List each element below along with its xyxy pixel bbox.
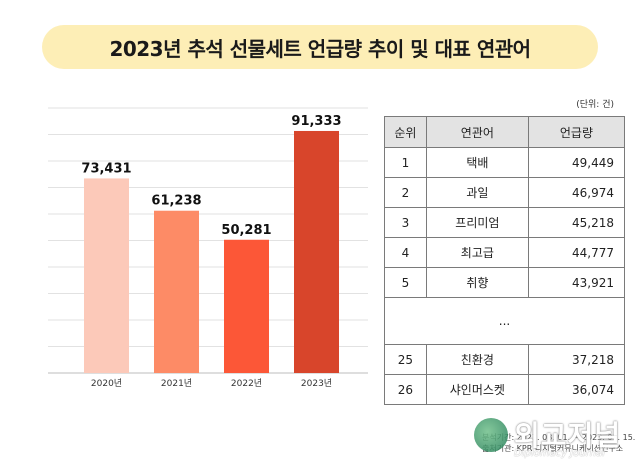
- col-header-keyword: 연관어: [425, 116, 529, 148]
- cell-keyword: 과일: [425, 177, 529, 208]
- globe-icon: [474, 418, 508, 452]
- table-row: 4 최고급 44,777: [384, 237, 626, 268]
- tick-label: 2022년: [231, 378, 262, 389]
- cell-rank: 25: [384, 344, 427, 375]
- data-label: 91,333: [291, 114, 341, 129]
- publisher-logo: 외교저널 Diplomacy Journal: [474, 412, 624, 468]
- table-row: 1 택배 49,449: [384, 147, 626, 178]
- cell-mentions: 43,921: [527, 267, 626, 298]
- tick-label: 2020년: [91, 378, 122, 389]
- cell-mentions: 36,074: [527, 374, 626, 405]
- bar: [84, 178, 129, 373]
- logo-subtitle: Diplomacy Journal: [514, 448, 605, 459]
- ranking-table: 순위 연관어 언급량 1 택배 49,449 2 과일 46,974 3 프리미엄 45,218…: [384, 116, 626, 405]
- cell-mentions: 45,218: [527, 207, 626, 238]
- cell-keyword: 최고급: [425, 237, 529, 268]
- bar: [294, 130, 339, 373]
- data-label: 61,238: [151, 194, 201, 209]
- tick-label: 2023년: [301, 378, 332, 389]
- table-row: 2 과일 46,974: [384, 177, 626, 208]
- cell-keyword: 택배: [425, 147, 529, 178]
- cell-rank: 26: [384, 374, 427, 405]
- col-header-rank: 순위: [384, 116, 427, 148]
- logo-name: 외교저널: [514, 419, 622, 452]
- table-header-row: 순위 연관어 언급량: [384, 116, 626, 148]
- analysis-period: 분석기간: 2023. 08. 01. ~ 2023. 09. 15.: [482, 433, 636, 442]
- source-agency: 출처기관: KPR 디지털커뮤니케이션연구소: [482, 444, 624, 453]
- source-note: 분석기간: 2023. 08. 01. ~ 2023. 09. 15. 출처기관…: [482, 432, 635, 454]
- col-header-mentions: 언급량: [527, 116, 626, 148]
- cell-keyword: 프리미엄: [425, 207, 529, 238]
- data-label: 73,431: [81, 161, 131, 176]
- bar: [154, 210, 199, 373]
- cell-keyword: 샤인머스켓: [425, 374, 529, 405]
- bar-chart: 73,431 2020년 61,238 2021년 50,281 2022년 91,333 2…: [48, 107, 368, 389]
- table-row: 3 프리미엄 45,218: [384, 207, 626, 238]
- table-ellipsis: ...: [384, 297, 625, 345]
- table-row: 26 샤인머스켓 36,074: [384, 374, 626, 405]
- cell-rank: 2: [384, 177, 427, 208]
- page-title: 2023년 추석 선물세트 언급량 추이 및 대표 연관어: [42, 25, 598, 69]
- unit-note: (단위: 건): [576, 100, 614, 110]
- data-label: 50,281: [221, 223, 271, 238]
- table-row: 5 취향 43,921: [384, 267, 626, 298]
- cell-mentions: 46,974: [527, 177, 626, 208]
- tick-label: 2021년: [161, 378, 192, 389]
- cell-rank: 1: [384, 147, 427, 178]
- cell-mentions: 44,777: [527, 237, 626, 268]
- bar: [224, 239, 269, 373]
- cell-mentions: 49,449: [527, 147, 626, 178]
- cell-rank: 3: [384, 207, 427, 238]
- cell-rank: 5: [384, 267, 427, 298]
- table-row: 25 친환경 37,218: [384, 344, 626, 375]
- cell-rank: 4: [384, 237, 427, 268]
- cell-mentions: 37,218: [527, 344, 626, 375]
- cell-keyword: 취향: [425, 267, 529, 298]
- table-ellipsis-row: ...: [384, 297, 625, 345]
- cell-keyword: 친환경: [425, 344, 529, 375]
